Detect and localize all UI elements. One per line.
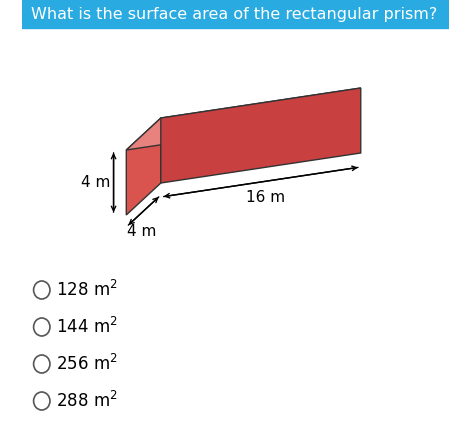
Text: What is the surface area of the rectangular prism?: What is the surface area of the rectangu… [31,7,438,21]
Text: 16 m: 16 m [246,190,285,205]
Text: 4 m: 4 m [127,224,157,239]
Polygon shape [126,118,161,215]
Text: 256 m$^2$: 256 m$^2$ [56,354,118,374]
Text: 4 m: 4 m [81,175,110,190]
Polygon shape [161,88,361,183]
Text: 288 m$^2$: 288 m$^2$ [56,391,118,411]
Text: 144 m$^2$: 144 m$^2$ [56,317,118,337]
Polygon shape [126,88,361,150]
Text: 128 m$^2$: 128 m$^2$ [56,280,118,300]
